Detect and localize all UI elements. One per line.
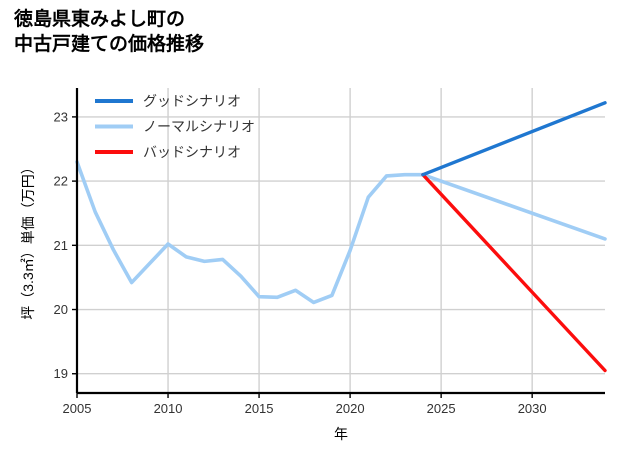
series-line-bad: [421, 172, 607, 373]
x-tick-label: 2005: [63, 401, 92, 416]
x-tick-label: 2030: [518, 401, 547, 416]
x-axis-label-group: 年: [334, 426, 348, 442]
x-tick-label: 2020: [336, 401, 365, 416]
title-line-2: 中古戸建ての価格推移: [14, 33, 205, 55]
x-axis-label: 年: [334, 426, 348, 442]
x-tick-label: 2010: [154, 401, 183, 416]
axis-lines: [75, 88, 605, 395]
data-series-layer: [75, 101, 607, 373]
y-tick-label: 20: [54, 302, 68, 317]
page-title: 徳島県東みよし町の 中古戸建ての価格推移: [14, 8, 204, 57]
y-tick-label: 23: [54, 109, 68, 124]
x-tick-label: 2015: [245, 401, 274, 416]
y-tick-label: 22: [54, 174, 68, 189]
legend-label-1: ノーマルシナリオ: [143, 119, 255, 135]
title-line-1: 徳島県東みよし町の: [14, 9, 186, 30]
y-tick-label: 21: [54, 238, 68, 253]
y-tick-label: 19: [54, 366, 68, 381]
series-line-good: [421, 101, 607, 177]
x-axis-ticks: 2005 2010 2015 2020 2025 2030: [63, 393, 547, 416]
y-axis-label-group: 坪（3.3㎡）単価（万円）: [20, 160, 36, 319]
y-axis-label: 坪（3.3㎡）単価（万円）: [20, 160, 36, 319]
legend-label-0: グッドシナリオ: [143, 93, 241, 109]
legend-label-2: バッドシナリオ: [143, 144, 241, 160]
y-axis-ticks: 19 20 21 22 23: [54, 109, 77, 381]
series-line-normal: [75, 160, 607, 305]
x-tick-label: 2025: [427, 401, 456, 416]
